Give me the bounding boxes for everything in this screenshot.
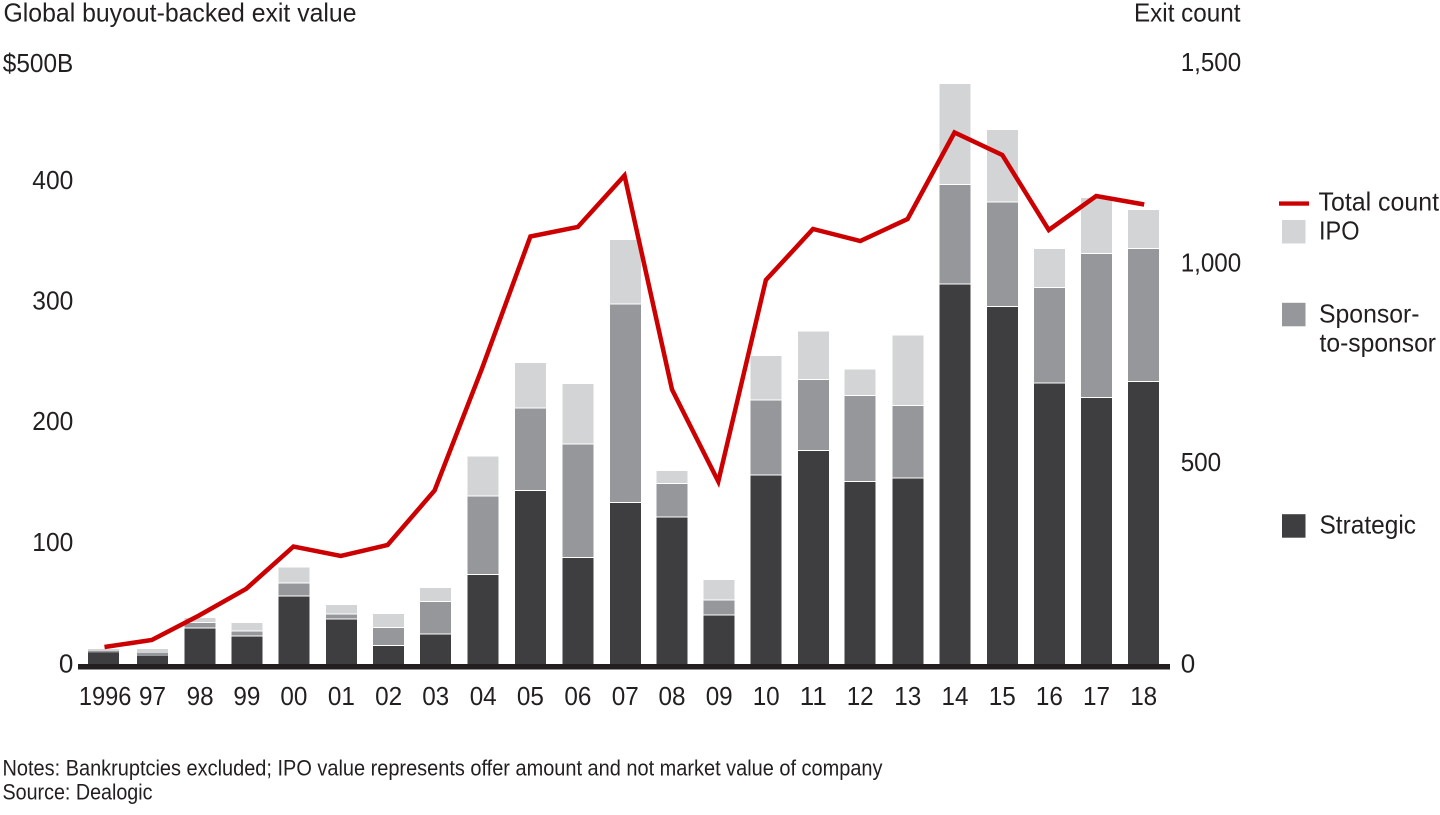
svg-text:07: 07	[612, 681, 639, 711]
svg-text:97: 97	[139, 681, 166, 711]
svg-text:400: 400	[32, 165, 73, 195]
svg-text:500: 500	[1181, 447, 1222, 477]
svg-text:08: 08	[659, 681, 686, 711]
svg-text:Exit count: Exit count	[1134, 0, 1241, 27]
svg-text:17: 17	[1083, 681, 1110, 711]
svg-text:05: 05	[517, 681, 544, 711]
svg-text:04: 04	[470, 681, 497, 711]
svg-text:11: 11	[800, 681, 827, 711]
svg-text:$500B: $500B	[3, 48, 74, 78]
svg-text:Sponsor-: Sponsor-	[1319, 298, 1420, 328]
svg-text:Source: Dealogic: Source: Dealogic	[3, 779, 153, 804]
svg-text:98: 98	[187, 681, 214, 711]
svg-text:1,000: 1,000	[1181, 247, 1242, 277]
svg-text:09: 09	[706, 681, 733, 711]
svg-text:03: 03	[422, 681, 449, 711]
svg-text:99: 99	[233, 681, 260, 711]
svg-text:1996: 1996	[79, 681, 132, 711]
svg-text:01: 01	[328, 681, 355, 711]
svg-text:Notes: Bankruptcies excluded;: Notes: Bankruptcies excluded; IPO value …	[3, 755, 883, 780]
svg-text:02: 02	[375, 681, 402, 711]
svg-text:06: 06	[564, 681, 591, 711]
svg-text:0: 0	[59, 649, 73, 679]
svg-text:18: 18	[1130, 681, 1157, 711]
svg-text:IPO: IPO	[1319, 216, 1360, 246]
svg-text:16: 16	[1036, 681, 1063, 711]
svg-text:10: 10	[753, 681, 780, 711]
svg-text:0: 0	[1181, 648, 1195, 678]
svg-text:00: 00	[280, 681, 307, 711]
svg-text:Total count: Total count	[1319, 187, 1440, 217]
svg-text:13: 13	[894, 681, 921, 711]
svg-text:200: 200	[32, 406, 73, 436]
svg-text:100: 100	[32, 527, 73, 557]
svg-text:12: 12	[847, 681, 874, 711]
svg-text:15: 15	[989, 681, 1016, 711]
svg-text:14: 14	[942, 681, 969, 711]
svg-text:Strategic: Strategic	[1320, 510, 1417, 540]
svg-text:300: 300	[32, 286, 73, 316]
svg-text:1,500: 1,500	[1181, 47, 1242, 77]
svg-text:to-sponsor: to-sponsor	[1320, 328, 1437, 358]
svg-text:Global buyout-backed exit valu: Global buyout-backed exit value	[4, 0, 357, 28]
